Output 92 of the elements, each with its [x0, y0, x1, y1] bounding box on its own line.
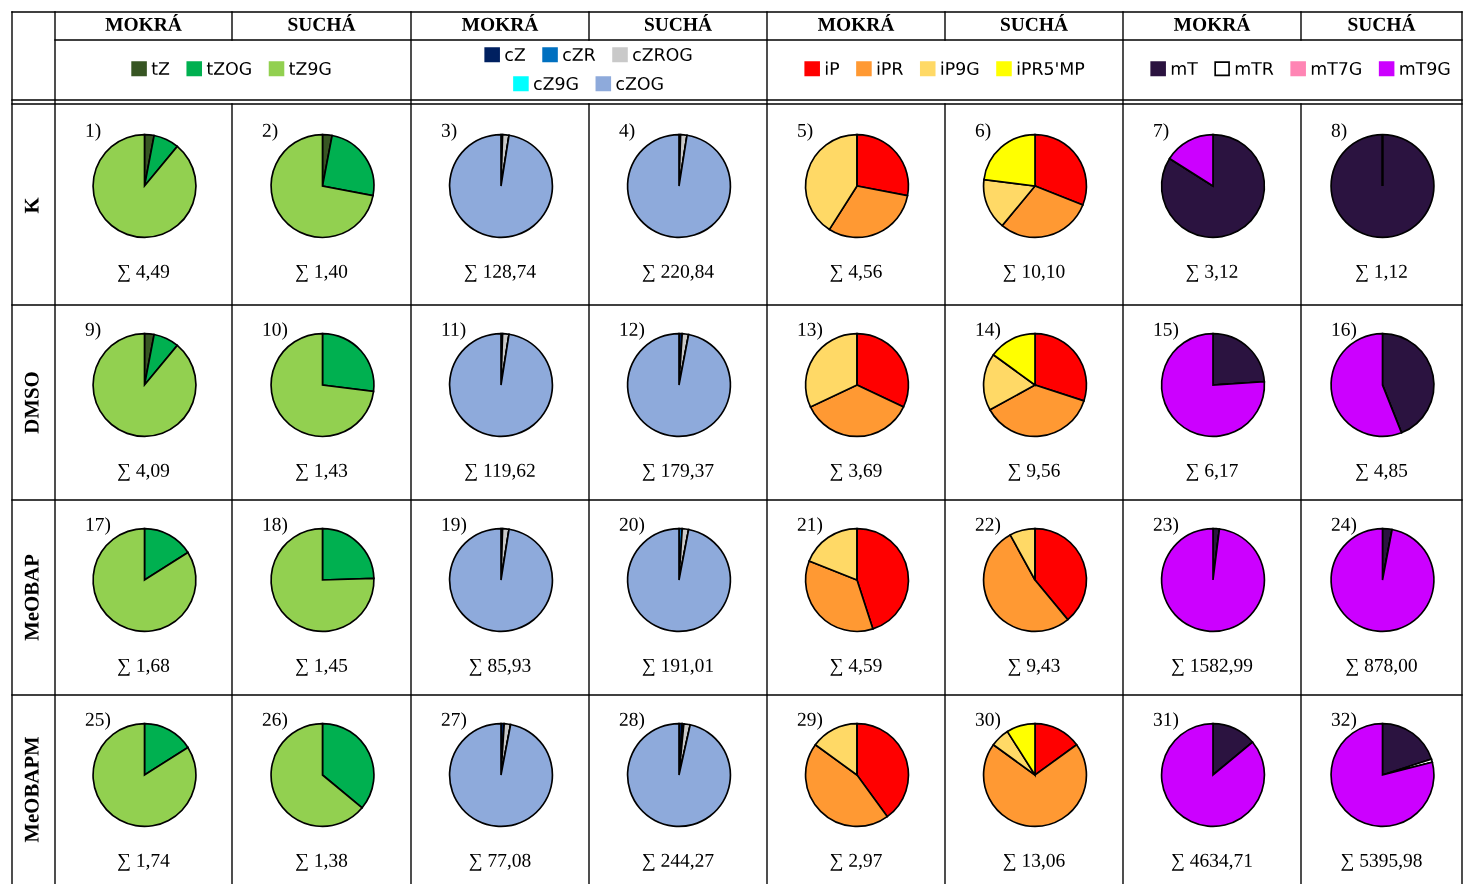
- text: 7): [1154, 123, 1169, 141]
- text: ∑ 4,59: [830, 658, 882, 676]
- chart-subtitle: SUCHÁ: [288, 14, 356, 31]
- text: ∑ 4634,71: [1171, 853, 1252, 871]
- text: 3): [441, 123, 457, 141]
- chart-title: 23): [1153, 517, 1179, 535]
- legend-label: mTR: [1235, 62, 1274, 75]
- text: ∑ 244,27: [642, 853, 714, 871]
- legend-label: iP9G: [941, 61, 979, 76]
- text: ∑ 3,69: [830, 463, 882, 481]
- chart-title: 29): [797, 712, 823, 730]
- text: ∑ 119,62: [465, 463, 535, 481]
- chart-title: 18): [263, 517, 288, 535]
- text: ∑ 3,12: [1186, 264, 1238, 282]
- chart-title: 14): [976, 322, 1001, 340]
- text: 5): [798, 123, 813, 141]
- chart-subtitle: SUCHÁ: [1001, 14, 1068, 31]
- text: ∑ 179,37: [642, 463, 714, 481]
- legend-label: iPR5'MP: [1017, 61, 1085, 76]
- text: ∑ 1582,99: [1171, 658, 1253, 676]
- chart-subtitle: SUCHÁ: [645, 14, 712, 31]
- chart-subtitle: MOKRÁ: [817, 14, 895, 31]
- text: ∑ 6,17: [1186, 463, 1238, 481]
- legend-label: cZOG: [616, 76, 663, 91]
- text: ∑ 1,68: [118, 658, 170, 676]
- chart-title: 12): [620, 322, 645, 340]
- text: ∑ 1,74: [118, 853, 170, 871]
- text: ∑ 1,38: [296, 853, 348, 871]
- text: ∑ 1,12: [1356, 264, 1407, 282]
- text: ∑ 1,43: [296, 463, 348, 481]
- legend-label: tZ9G: [289, 61, 331, 76]
- legend-label: cZ: [505, 48, 525, 62]
- text: ∑ 85,93: [469, 658, 531, 676]
- chart-title: 30): [975, 712, 1001, 730]
- text: ∑ 2,97: [830, 853, 882, 871]
- chart-title: 26): [262, 712, 288, 730]
- chart-title: 9): [85, 322, 101, 340]
- text: ∑ 10,10: [1003, 264, 1065, 282]
- chart-title: 31): [1153, 712, 1179, 730]
- legend-label: mT9G: [1400, 61, 1450, 76]
- text: K: [24, 197, 39, 214]
- text: ∑ 5395,98: [1341, 853, 1422, 871]
- legend-label: mT7G: [1311, 61, 1361, 76]
- text: ∑ 9,43: [1008, 658, 1060, 676]
- chart-title: 6): [975, 123, 991, 141]
- text: ∑ 128,74: [464, 264, 536, 282]
- chart-title: 27): [441, 712, 467, 730]
- text: ∑ 191,01: [642, 658, 713, 676]
- legend-label: tZOG: [206, 61, 251, 76]
- text: MeOBAPM: [24, 736, 39, 843]
- text: ∑ 1,45: [296, 658, 348, 676]
- legend-label: iPR: [877, 61, 903, 75]
- chart-title: 11): [442, 322, 466, 340]
- legend-label: tZ: [151, 62, 170, 75]
- text: ∑ 77,08: [469, 853, 531, 871]
- text: ∑ 4,85: [1356, 463, 1408, 481]
- chart-title: 2): [262, 123, 278, 141]
- chart-title: 32): [1331, 712, 1357, 730]
- chart-title: 21): [797, 517, 823, 535]
- chart-subtitle: MOKRÁ: [105, 14, 182, 31]
- text: MeOBAP: [24, 554, 39, 641]
- chart-subtitle: MOKRÁ: [1173, 14, 1251, 31]
- chart-title: 16): [1332, 322, 1357, 340]
- chart-title: 4): [619, 123, 635, 141]
- legend-label: iP: [825, 61, 840, 75]
- text: ∑ 878,00: [1346, 658, 1417, 676]
- chart-title: 10): [263, 322, 288, 340]
- chart-subtitle: SUCHÁ: [1348, 14, 1416, 31]
- chart-title: 15): [1154, 322, 1179, 340]
- legend-label: mT: [1171, 62, 1198, 75]
- chart-title: 22): [975, 517, 1001, 535]
- text: 1): [86, 123, 101, 141]
- chart-title: 24): [1331, 517, 1357, 535]
- text: ∑ 13,06: [1003, 853, 1065, 871]
- text: ∑ 4,09: [118, 463, 170, 481]
- text: DMSO: [24, 372, 39, 434]
- chart-title: 13): [798, 322, 823, 340]
- text: ∑ 220,84: [642, 264, 714, 282]
- chart-title: 25): [85, 712, 111, 730]
- chart-title: 8): [1331, 123, 1347, 141]
- chart-title: 20): [619, 517, 645, 535]
- text: ∑ 4,56: [830, 264, 882, 282]
- chart-title: 17): [86, 517, 111, 535]
- legend-label: cZROG: [633, 47, 692, 62]
- chart-title: 28): [619, 712, 645, 730]
- text: ∑ 1,40: [296, 264, 348, 282]
- text: ∑ 4,49: [118, 264, 170, 282]
- chart-subtitle: MOKRÁ: [461, 14, 539, 31]
- legend-label: cZ9G: [534, 76, 578, 91]
- legend-label: cZR: [563, 48, 596, 62]
- chart-title: 19): [442, 517, 467, 535]
- text: ∑ 9,56: [1008, 463, 1060, 481]
